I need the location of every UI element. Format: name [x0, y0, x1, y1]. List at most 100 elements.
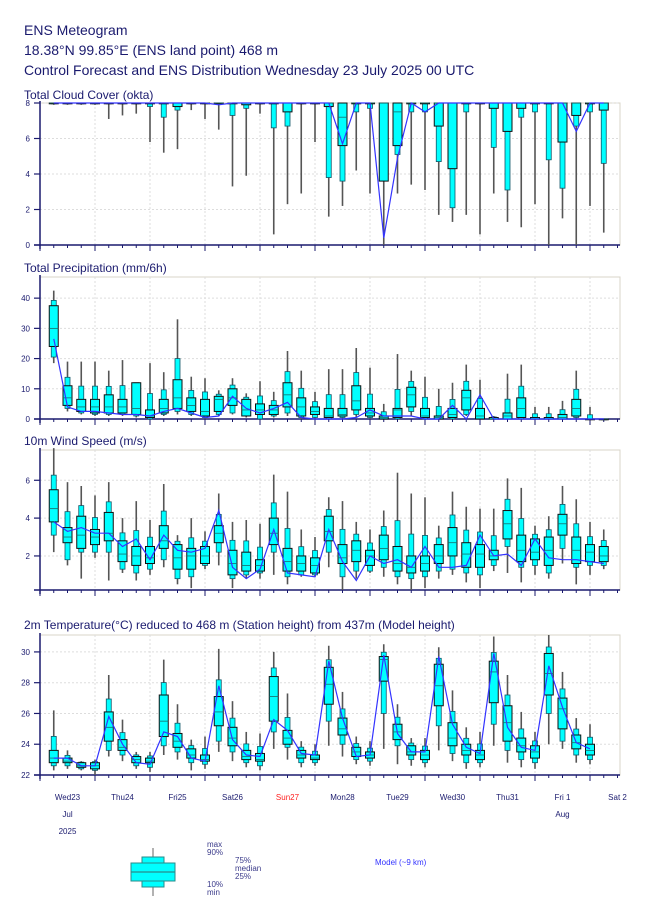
- panel-2: 2 4 6: [26, 448, 621, 596]
- box-inner: [200, 398, 210, 417]
- box-inner: [406, 745, 417, 756]
- day-label: Thu24: [111, 793, 134, 802]
- box-inner: [158, 398, 169, 414]
- y-tick-label: 10: [21, 385, 30, 394]
- box-inner: [392, 102, 403, 147]
- panel-title-temp: 2m Temperature(°C) reduced to 468 m (Sta…: [24, 618, 455, 632]
- legend-p10: 10%: [207, 880, 224, 889]
- box-inner: [475, 407, 485, 420]
- y-tick-label: 40: [21, 294, 30, 303]
- box-inner: [213, 525, 224, 544]
- y-tick-label: 8: [26, 99, 31, 108]
- box-inner: [76, 762, 87, 768]
- y-tick-label: 22: [21, 771, 30, 780]
- location-line: 18.38°N 99.85°E (ENS land point) 468 m: [24, 42, 279, 58]
- box-inner: [200, 545, 210, 565]
- box-inner: [117, 398, 128, 414]
- box-inner: [598, 545, 609, 563]
- panel-title-wind: 10m Wind Speed (m/s): [24, 434, 147, 448]
- box-outer: [394, 388, 401, 420]
- box-inner: [62, 527, 73, 544]
- box-inner: [241, 551, 252, 572]
- meteogram-title: ENS Meteogram: [24, 22, 128, 38]
- month-label: Jul: [62, 810, 72, 819]
- box-inner: [213, 395, 224, 412]
- box-inner: [103, 511, 114, 542]
- y-tick-label: 2: [26, 206, 31, 215]
- box-inner: [433, 544, 444, 565]
- box-inner: [557, 697, 568, 730]
- box-inner: [516, 397, 527, 418]
- panel-0: 0 2 4 6 8: [26, 99, 621, 251]
- box-inner: [310, 406, 320, 415]
- box-inner: [227, 726, 238, 747]
- y-tick-label: 4: [26, 514, 31, 523]
- y-tick-label: 0: [26, 241, 31, 250]
- month-label: Aug: [555, 810, 569, 819]
- y-tick-label: 24: [21, 740, 30, 749]
- day-label: Wed23: [55, 793, 81, 802]
- box-inner: [406, 386, 417, 408]
- box-inner: [557, 513, 568, 536]
- box-inner: [90, 398, 100, 414]
- box-inner: [145, 545, 155, 565]
- box-inner: [502, 510, 513, 540]
- box-outer: [367, 393, 373, 418]
- box-inner: [516, 737, 527, 753]
- control-forecast-line: [53, 338, 604, 420]
- day-label: Fri25: [168, 793, 187, 802]
- box-inner: [255, 403, 265, 415]
- y-tick-label: 28: [21, 679, 30, 688]
- y-tick-label: 0: [26, 415, 31, 424]
- box-inner: [447, 407, 458, 418]
- panel-3: 22 24 26 28 30: [21, 633, 621, 781]
- legend-p75: 75%: [235, 856, 252, 865]
- box-inner: [76, 515, 87, 549]
- box-inner: [117, 540, 128, 563]
- y-tick-label: 6: [26, 135, 31, 144]
- day-label: Thu31: [496, 793, 519, 802]
- box-inner: [392, 545, 403, 572]
- box-inner: [392, 407, 403, 418]
- box-inner: [420, 407, 430, 418]
- box-inner: [475, 544, 485, 568]
- box-inner: [488, 660, 499, 704]
- box-inner: [48, 489, 59, 523]
- y-tick-label: 2: [26, 552, 31, 561]
- day-label: Fri 1: [555, 793, 572, 802]
- legend-max: max: [207, 840, 223, 849]
- box-inner: [158, 525, 169, 549]
- box-inner: [186, 547, 197, 570]
- y-tick-label: 20: [21, 355, 30, 364]
- day-label: Wed30: [440, 793, 466, 802]
- panel-title-cloud: Total Cloud Cover (okta): [24, 88, 154, 102]
- y-tick-label: 4: [26, 170, 31, 179]
- y-tick-label: 30: [21, 648, 30, 657]
- day-label: Sat26: [222, 793, 243, 802]
- box-inner: [323, 407, 334, 418]
- box-inner: [337, 544, 348, 565]
- box-inner: [172, 544, 183, 570]
- box-inner: [227, 549, 238, 576]
- legend-min: min: [207, 888, 220, 897]
- control-forecast-line: [53, 102, 604, 239]
- day-label: Sun27: [276, 793, 300, 802]
- box-inner: [48, 305, 59, 347]
- legend-p90: 90%: [207, 848, 224, 857]
- box-inner: [351, 540, 362, 563]
- box-inner: [351, 385, 362, 411]
- panel-1: 0 10 20 30 40: [21, 275, 621, 425]
- legend-median: median: [235, 864, 262, 873]
- y-tick-label: 30: [21, 324, 30, 333]
- box-inner: [323, 666, 334, 705]
- box-inner: [378, 534, 389, 561]
- box-inner: [461, 389, 472, 411]
- box-inner: [186, 397, 197, 412]
- box-inner: [502, 705, 513, 742]
- day-label: Tue29: [386, 793, 409, 802]
- box-inner: [543, 652, 554, 696]
- legend-p25: 25%: [235, 872, 252, 881]
- box-inner: [516, 534, 527, 563]
- box-outer: [339, 394, 346, 418]
